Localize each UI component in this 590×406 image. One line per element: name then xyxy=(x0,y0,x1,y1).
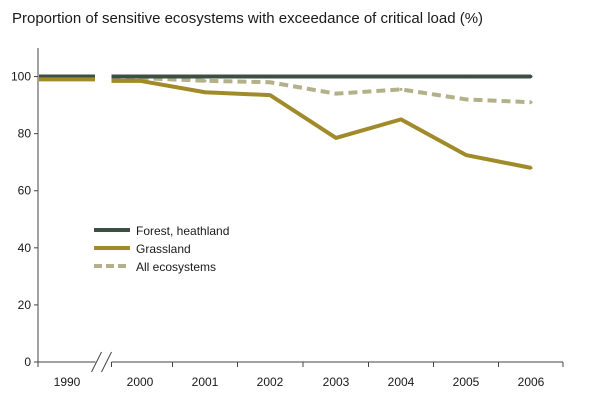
x-tick-label: 2002 xyxy=(257,375,284,389)
data-point-forest-heathland xyxy=(203,75,207,79)
y-tick-label: 60 xyxy=(18,184,32,198)
data-point-forest-heathland xyxy=(529,75,533,79)
legend-label: Forest, heathland xyxy=(136,224,229,238)
data-point-forest-heathland xyxy=(334,75,338,79)
data-point-forest-heathland xyxy=(138,75,142,79)
y-tick-label: 80 xyxy=(18,127,32,141)
axis-break-mark xyxy=(91,351,102,373)
data-point-forest-heathland xyxy=(464,75,468,79)
data-point-all-ecosystems xyxy=(399,87,403,91)
data-point-forest-heathland xyxy=(65,75,69,79)
data-point-grassland xyxy=(203,90,207,94)
y-tick-label: 0 xyxy=(24,355,31,369)
data-point-all-ecosystems xyxy=(529,100,533,104)
y-tick-label: 20 xyxy=(18,298,32,312)
x-tick-label: 2004 xyxy=(388,375,415,389)
data-point-forest-heathland xyxy=(268,75,272,79)
x-tick-label: 2000 xyxy=(127,375,154,389)
chart-title: Proportion of sensitive ecosystems with … xyxy=(12,10,484,27)
data-point-grassland xyxy=(399,117,403,121)
x-tick-label: 2005 xyxy=(453,375,480,389)
series-line-all-ecosystems xyxy=(111,75,532,105)
data-point-grassland xyxy=(529,166,533,170)
data-point-all-ecosystems xyxy=(334,92,338,96)
legend-label: Grassland xyxy=(136,242,191,256)
data-point-grassland xyxy=(268,93,272,97)
data-point-all-ecosystems xyxy=(268,80,272,84)
x-tick-label: 2003 xyxy=(323,375,350,389)
x-tick-label: 2006 xyxy=(518,375,545,389)
series-line-grassland xyxy=(111,78,532,170)
legend: Forest, heathland Grassland All ecosystems xyxy=(94,224,229,274)
y-tick-label: 40 xyxy=(18,241,32,255)
axes: 0 20 40 60 80 100 1990 2000 2001 2002 2003 2004 2005… xyxy=(11,48,564,389)
data-point-forest-heathland xyxy=(399,75,403,79)
x-tick-label: 1990 xyxy=(54,375,81,389)
y-tick-label: 100 xyxy=(11,70,31,84)
data-point-grassland xyxy=(138,79,142,83)
data-point-grassland xyxy=(334,136,338,140)
data-point-grassland xyxy=(65,77,69,81)
data-point-all-ecosystems xyxy=(464,97,468,101)
data-point-all-ecosystems xyxy=(203,79,207,83)
series-layer xyxy=(39,74,533,170)
axis-break-mark xyxy=(101,351,112,373)
legend-label: All ecosystems xyxy=(136,260,216,274)
data-point-grassland xyxy=(464,153,468,157)
x-tick-label: 2001 xyxy=(192,375,219,389)
